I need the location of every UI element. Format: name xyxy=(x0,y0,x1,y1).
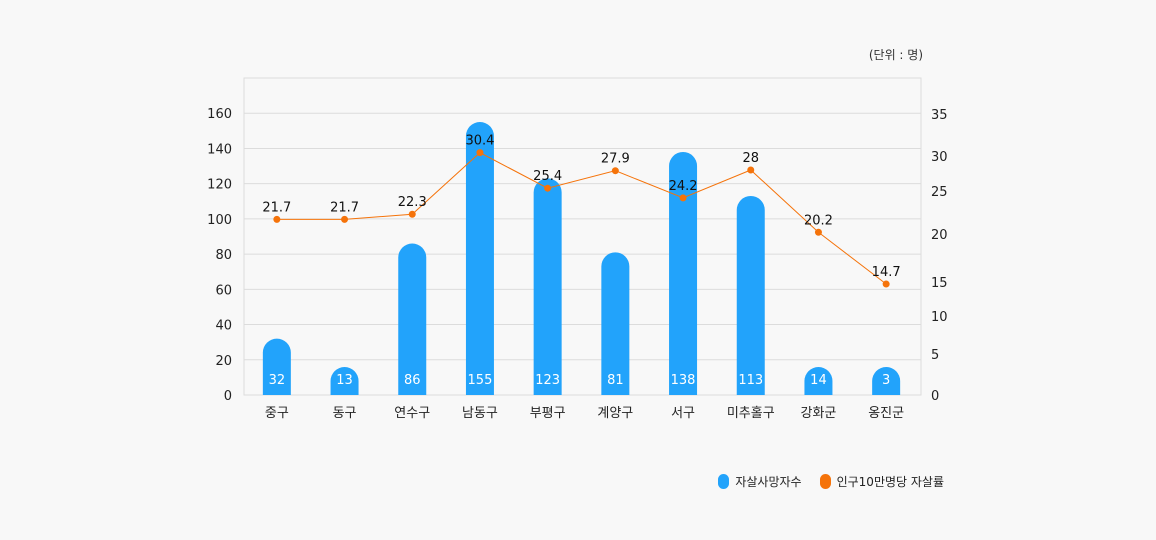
unit-label: (단위 : 명) xyxy=(868,48,923,62)
bar xyxy=(736,195,765,395)
bar-value-label: 86 xyxy=(404,373,421,388)
line-value-label: 20.2 xyxy=(804,213,833,228)
bar-value-label: 13 xyxy=(336,373,353,388)
y-left-tick-label: 100 xyxy=(207,213,232,228)
line-point xyxy=(273,215,281,223)
line-point xyxy=(747,166,755,174)
line-point xyxy=(611,167,619,175)
bar xyxy=(398,243,427,395)
legend-item-line[interactable]: 인구10만명당 자살률 xyxy=(819,473,944,490)
line-series xyxy=(276,152,887,285)
line-value-label: 14.7 xyxy=(872,265,901,280)
line-value-label: 27.9 xyxy=(601,152,630,167)
y-left-tick-label: 20 xyxy=(215,354,232,369)
y-right-tick-label: 30 xyxy=(931,150,948,165)
line-point xyxy=(476,149,484,157)
y-left-tick-label: 120 xyxy=(207,178,232,193)
legend: 자살사망자수 인구10만명당 자살률 xyxy=(718,473,944,490)
x-category-label: 옹진군 xyxy=(868,406,904,421)
y-left-tick-label: 140 xyxy=(207,142,232,157)
line-point xyxy=(882,280,890,288)
x-category-label: 연수구 xyxy=(394,406,430,421)
x-category-label: 서구 xyxy=(671,406,695,421)
y-right-tick-label: 20 xyxy=(931,228,948,243)
bar xyxy=(533,178,562,395)
line-value-label: 25.4 xyxy=(533,169,562,184)
legend-label-line: 인구10만명당 자살률 xyxy=(836,475,944,489)
line-point xyxy=(341,215,349,223)
line-value-label: 21.7 xyxy=(262,200,291,215)
x-category-label: 강화군 xyxy=(801,406,837,421)
plot-frame xyxy=(243,77,922,396)
bar xyxy=(872,367,901,395)
y-right-tick-label: 25 xyxy=(931,185,948,200)
bar xyxy=(330,367,359,395)
bar-value-label: 138 xyxy=(671,373,696,388)
bar xyxy=(804,367,833,395)
x-category-label: 계양구 xyxy=(597,406,633,421)
bar-value-label: 81 xyxy=(607,373,624,388)
line-value-label: 24.2 xyxy=(669,179,698,194)
y-right-tick-label: 0 xyxy=(931,389,939,404)
x-category-label: 중구 xyxy=(265,406,289,421)
x-category-label: 동구 xyxy=(333,406,357,421)
legend-swatch-line xyxy=(819,474,831,489)
legend-label-bar: 자살사망자수 xyxy=(735,475,802,489)
bar xyxy=(601,252,630,395)
line-point xyxy=(814,228,822,236)
bar-value-label: 123 xyxy=(535,373,560,388)
y-left-tick-label: 80 xyxy=(215,248,232,263)
bar xyxy=(262,338,291,395)
y-left-tick-label: 0 xyxy=(224,389,232,404)
bar-value-label: 155 xyxy=(468,373,493,388)
bar-value-label: 113 xyxy=(738,373,763,388)
x-category-label: 남동구 xyxy=(462,406,498,421)
y-right-tick-label: 5 xyxy=(931,348,939,363)
legend-item-bar[interactable]: 자살사망자수 xyxy=(718,473,802,490)
bar xyxy=(465,122,494,395)
y-right-tick-label: 10 xyxy=(931,310,948,325)
bar-value-label: 3 xyxy=(882,373,890,388)
line-value-label: 28 xyxy=(742,151,759,166)
line-value-label: 30.4 xyxy=(465,134,494,149)
y-left-tick-label: 60 xyxy=(215,283,232,298)
line-point xyxy=(679,194,687,202)
x-category-label: 미추홀구 xyxy=(727,406,775,421)
bar-value-label: 14 xyxy=(810,373,827,388)
y-left-tick-label: 40 xyxy=(215,319,232,334)
line-value-label: 22.3 xyxy=(398,195,427,210)
line-point xyxy=(544,184,552,192)
x-category-label: 부평구 xyxy=(530,406,566,421)
bar xyxy=(669,151,698,395)
line-point xyxy=(408,210,416,218)
legend-swatch-bar xyxy=(718,474,730,489)
y-left-tick-label: 160 xyxy=(207,107,232,122)
y-right-tick-label: 35 xyxy=(931,108,948,123)
bar-value-label: 32 xyxy=(269,373,286,388)
line-value-label: 21.7 xyxy=(330,200,359,215)
y-right-tick-label: 15 xyxy=(931,276,948,291)
